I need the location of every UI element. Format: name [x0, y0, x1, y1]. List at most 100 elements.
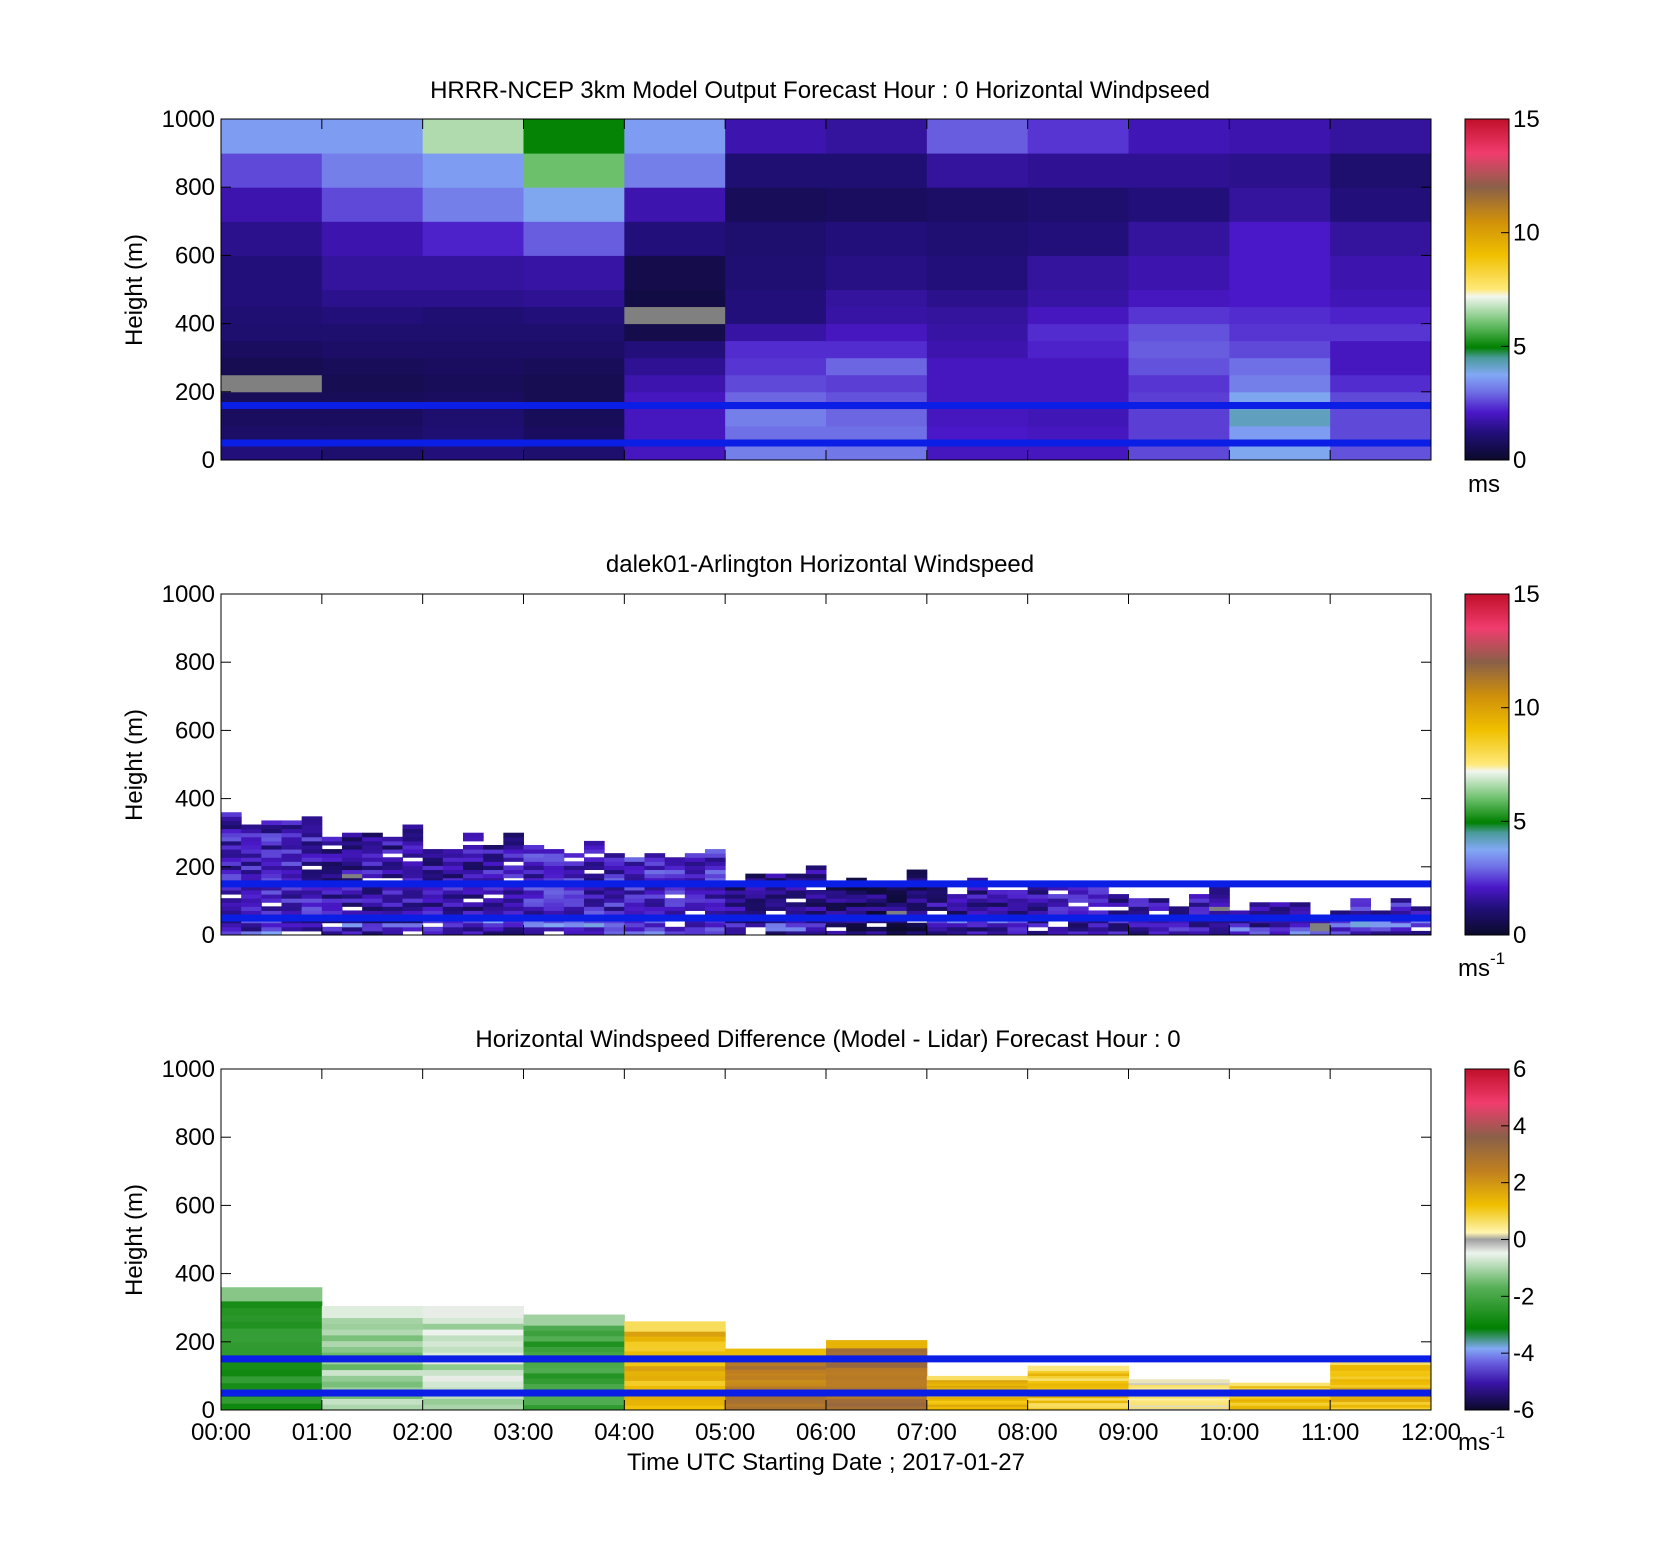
heatmap-cell [382, 849, 403, 854]
heatmap-cell [644, 906, 666, 911]
heatmap-cell [422, 1398, 524, 1405]
heatmap-cell [1229, 922, 1250, 928]
heatmap-cell [422, 153, 524, 188]
heatmap-cell [342, 873, 363, 879]
heatmap-cell [523, 1330, 625, 1337]
heatmap-cell [422, 1363, 524, 1371]
heatmap-cell [604, 877, 625, 883]
heatmap-cell [624, 425, 726, 444]
heatmap-cell [402, 898, 424, 903]
heatmap-cell [826, 425, 928, 444]
heatmap-cell [463, 902, 484, 907]
heatmap-cell [644, 865, 666, 871]
heatmap-cell [241, 922, 262, 928]
heatmap-cell [947, 902, 968, 907]
heatmap-cell [604, 861, 625, 866]
lidar-windspeed-panel: dalek01-Arlington Horizontal Windspeed H… [121, 551, 1540, 982]
heatmap-cell [1229, 323, 1331, 342]
y-tick-label: 600 [175, 242, 215, 269]
heatmap-cell [503, 894, 524, 899]
heatmap-cell [1229, 374, 1331, 393]
heatmap-cell [1148, 926, 1170, 932]
heatmap-cell [906, 877, 928, 883]
heatmap-cell [624, 889, 645, 895]
heatmap-cell [967, 889, 988, 895]
heatmap-cell [1330, 1364, 1432, 1368]
heatmap-cell [1350, 926, 1371, 932]
heatmap-cell [765, 889, 787, 895]
heatmap-cell [705, 922, 726, 928]
heatmap-cell [624, 1345, 726, 1352]
heatmap-cell [926, 289, 1029, 308]
heatmap-cell [624, 1341, 726, 1347]
heatmap-cell [705, 894, 726, 899]
heatmap-cell [1128, 898, 1150, 903]
heatmap-cell [886, 922, 908, 928]
heatmap-cell [321, 926, 343, 932]
heatmap-cell [221, 1375, 323, 1384]
heatmap-cell [684, 857, 706, 862]
heatmap-cell [301, 816, 323, 821]
heatmap-cell [1229, 153, 1331, 188]
heatmap-cell [967, 885, 988, 891]
heatmap-cell [1148, 922, 1170, 928]
colorbar-tick-label: 5 [1513, 808, 1526, 835]
heatmap-cell [584, 906, 605, 911]
heatmap-cell [926, 1379, 1029, 1383]
heatmap-cell [503, 869, 524, 875]
heatmap-cell [301, 910, 323, 916]
heatmap-cell [362, 861, 383, 866]
heatmap-cell [1068, 926, 1089, 932]
heatmap-cell [221, 910, 242, 916]
heatmap-cell [1108, 922, 1129, 928]
heatmap-cell [1330, 255, 1432, 290]
heatmap-cell [1027, 1375, 1129, 1379]
heatmap-cell [1027, 442, 1129, 461]
heatmap-cell [362, 849, 383, 854]
heatmap-cell [1128, 1379, 1230, 1382]
heatmap-cell [1229, 408, 1331, 427]
heatmap-cell [523, 442, 625, 461]
heatmap-cell [826, 1363, 928, 1368]
heatmap-cell [503, 930, 524, 936]
heatmap-cell [644, 857, 666, 862]
heatmap-cell [886, 898, 908, 903]
heatmap-cell [1027, 910, 1049, 916]
heatmap-cell [1128, 255, 1230, 290]
heatmap-cell [926, 1398, 1029, 1402]
heatmap-cell [926, 889, 948, 895]
heatmap-cell [523, 861, 545, 866]
heatmap-cell [523, 1341, 625, 1347]
heatmap-cell [543, 857, 565, 862]
heatmap-cell [221, 865, 242, 871]
heatmap-cell [321, 1329, 424, 1336]
heatmap-cell [281, 865, 303, 871]
heatmap-cell [221, 1348, 323, 1356]
heatmap-cell [523, 873, 545, 879]
heatmap-cell [624, 255, 726, 290]
heatmap-cell [1330, 340, 1432, 359]
heatmap-cell [1209, 894, 1230, 899]
heatmap-cell [624, 357, 726, 376]
heatmap-cell [1128, 1384, 1230, 1387]
heatmap-cell [684, 926, 706, 932]
heatmap-cell [926, 1406, 1029, 1409]
heatmap-cell [281, 877, 303, 883]
heatmap-cell [664, 902, 686, 907]
heatmap-cell [382, 861, 403, 866]
heatmap-cell [422, 425, 524, 444]
heatmap-cell [967, 922, 988, 928]
heatmap-cell [1088, 926, 1109, 932]
heatmap-cell [1330, 1407, 1432, 1411]
heatmap-cell [563, 906, 585, 911]
heatmap-cell [987, 894, 1008, 899]
heatmap-cell [261, 885, 282, 891]
heatmap-cell [926, 221, 1029, 256]
heatmap-cell [1047, 906, 1069, 911]
heatmap-cell [826, 1382, 928, 1388]
heatmap-cell [584, 840, 605, 846]
heatmap-cell [926, 408, 1029, 427]
heatmap-cell [523, 1325, 625, 1331]
colorbar-tick-label: 6 [1513, 1056, 1526, 1083]
heatmap-cell [765, 885, 787, 891]
